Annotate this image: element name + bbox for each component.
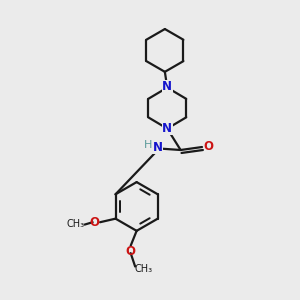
Text: H: H (144, 140, 152, 150)
Text: N: N (162, 80, 172, 94)
Text: O: O (203, 140, 213, 153)
Text: CH₃: CH₃ (67, 219, 85, 229)
Text: CH₃: CH₃ (134, 264, 152, 274)
Text: N: N (162, 122, 172, 134)
Text: O: O (125, 245, 135, 258)
Text: O: O (90, 216, 100, 229)
Text: N: N (153, 141, 163, 154)
